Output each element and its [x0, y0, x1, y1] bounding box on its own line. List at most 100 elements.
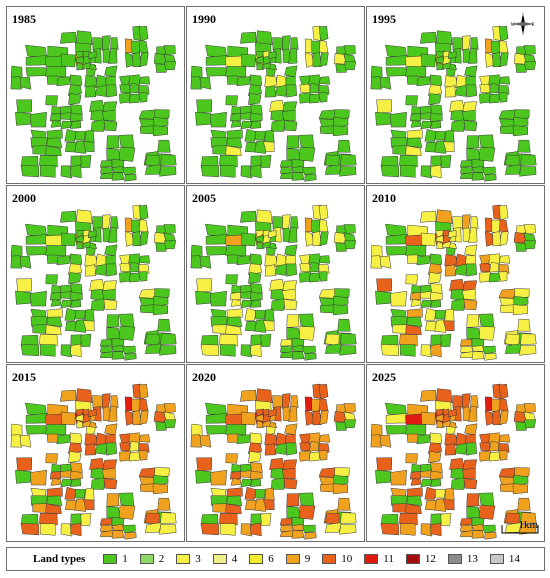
- land-parcel: [49, 291, 62, 301]
- land-parcel: [444, 254, 458, 267]
- land-parcel: [443, 141, 455, 153]
- parcel-map: [10, 383, 177, 540]
- land-parcel: [385, 234, 409, 245]
- land-parcel: [195, 290, 212, 305]
- land-parcel: [332, 483, 349, 495]
- land-parcel: [479, 505, 496, 520]
- land-parcel: [324, 512, 340, 525]
- land-parcel: [479, 313, 495, 329]
- land-parcel: [124, 532, 137, 540]
- land-parcel: [370, 434, 383, 448]
- land-parcel: [39, 512, 58, 526]
- land-parcel: [39, 154, 58, 168]
- land-parcel: [129, 441, 140, 452]
- land-parcel: [337, 139, 351, 153]
- land-parcel: [416, 255, 431, 266]
- land-parcel: [49, 112, 62, 122]
- land-parcel: [430, 522, 442, 537]
- land-parcel: [260, 154, 272, 168]
- land-parcel: [308, 451, 321, 462]
- land-parcel: [274, 263, 288, 276]
- land-parcel: [343, 45, 356, 56]
- land-parcel: [105, 76, 116, 87]
- land-parcel: [333, 295, 349, 307]
- land-parcel: [513, 295, 529, 307]
- land-parcel: [144, 512, 160, 525]
- land-parcel: [205, 413, 229, 424]
- land-parcel: [420, 389, 437, 402]
- land-parcel: [19, 255, 32, 269]
- land-parcel: [25, 413, 49, 424]
- land-parcel: [286, 148, 301, 161]
- land-parcel: [405, 95, 418, 106]
- land-parcel: [498, 25, 509, 42]
- panel-year: 1990: [192, 12, 216, 26]
- land-parcel: [39, 344, 56, 357]
- land-parcel: [15, 469, 32, 484]
- land-parcel: [153, 295, 169, 307]
- land-parcel: [45, 66, 67, 78]
- land-parcel: [10, 76, 23, 90]
- land-parcel: [226, 137, 243, 148]
- land-parcel: [420, 31, 437, 44]
- land-parcel: [87, 408, 97, 417]
- land-parcel: [248, 272, 262, 284]
- land-parcel: [430, 113, 443, 122]
- land-parcel: [318, 271, 328, 282]
- land-parcel: [308, 272, 321, 283]
- land-parcel: [434, 498, 447, 512]
- land-parcel: [520, 512, 537, 524]
- land-parcel: [269, 242, 278, 249]
- land-parcel: [74, 131, 86, 141]
- legend-label: 6: [268, 553, 274, 565]
- land-parcel: [499, 231, 509, 246]
- land-parcel: [449, 421, 458, 428]
- land-parcel: [119, 92, 131, 104]
- land-parcel: [318, 204, 329, 221]
- land-parcel: [450, 119, 465, 132]
- land-parcel: [105, 255, 116, 266]
- panel-year: 2015: [12, 370, 36, 384]
- land-parcel: [482, 166, 496, 176]
- land-parcel: [69, 299, 82, 308]
- land-parcel: [132, 410, 142, 426]
- land-parcel: [405, 424, 427, 436]
- land-parcel: [67, 263, 83, 275]
- land-parcel: [282, 214, 291, 230]
- land-parcel: [416, 434, 431, 445]
- land-parcel: [110, 395, 119, 408]
- land-parcel: [444, 75, 458, 88]
- land-parcel: [435, 408, 445, 417]
- land-parcel: [25, 425, 49, 435]
- land-parcel: [302, 524, 316, 534]
- land-parcel: [405, 66, 427, 78]
- land-parcel: [464, 244, 478, 256]
- legend-item: 10: [322, 553, 352, 565]
- land-parcel: [515, 242, 527, 252]
- legend-item: 13: [447, 553, 478, 565]
- land-parcel: [523, 45, 536, 56]
- land-parcel: [129, 262, 140, 273]
- land-parcel: [452, 37, 463, 51]
- land-parcel: [156, 46, 167, 56]
- land-parcel: [16, 99, 33, 114]
- land-parcel: [263, 141, 275, 153]
- land-parcel: [410, 119, 422, 128]
- land-parcel: [275, 432, 288, 446]
- scale-label: 1km: [518, 519, 538, 531]
- land-parcel: [392, 503, 408, 513]
- land-parcel: [514, 109, 530, 119]
- land-parcel: [45, 274, 58, 285]
- land-parcel: [434, 489, 446, 499]
- land-parcel: [226, 316, 243, 327]
- land-parcel: [160, 333, 177, 345]
- land-parcel: [505, 343, 523, 354]
- land-parcel: [84, 308, 95, 322]
- land-parcel: [450, 477, 465, 490]
- land-parcel: [212, 145, 228, 155]
- land-parcel: [335, 242, 347, 252]
- land-parcel: [520, 333, 537, 345]
- land-parcel: [390, 469, 407, 486]
- land-parcel: [32, 324, 48, 334]
- land-parcel: [299, 262, 311, 273]
